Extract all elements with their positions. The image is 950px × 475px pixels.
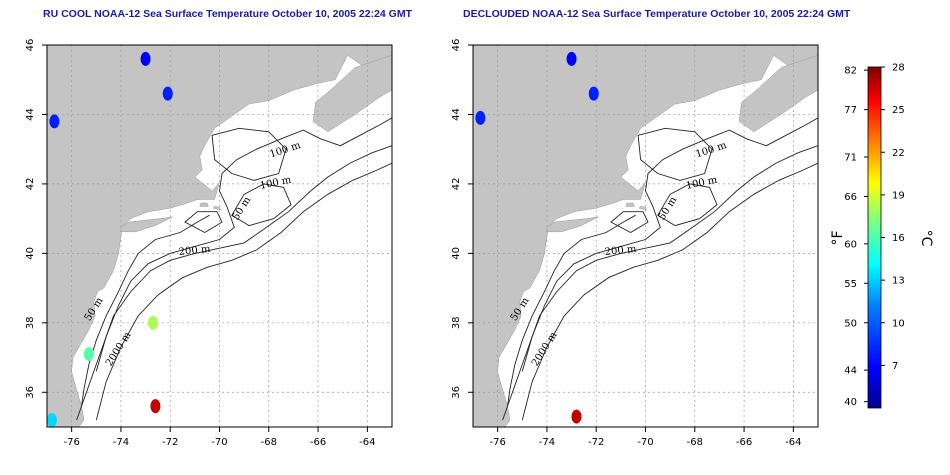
longitude-tick-label: -76 [489, 437, 505, 448]
celsius-unit-label: °C [918, 230, 934, 247]
contour-100m [95, 117, 392, 372]
fahrenheit-tick-label: 82 [844, 66, 857, 77]
nantucket-island [212, 205, 222, 211]
left-panel-title: RU COOL NOAA-12 Sea Surface Temperature … [43, 8, 412, 20]
right-panel-title: DECLOUDED NOAA-12 Sea Surface Temperatur… [463, 8, 851, 20]
nova-scotia-landmass [738, 54, 818, 133]
sst-pixel-patch [150, 399, 161, 414]
latitude-tick-label: 44 [451, 108, 462, 121]
longitude-tick-label: -64 [785, 437, 801, 448]
georges-bank-contour [231, 183, 292, 227]
sst-pixel-patch [140, 51, 151, 66]
contour-50m [507, 214, 636, 407]
fahrenheit-tick-label: 66 [844, 192, 857, 203]
nova-scotia-landmass [312, 54, 392, 133]
mainland-landmass [473, 45, 818, 427]
gulf-of-maine-contour [637, 127, 713, 181]
shelf-contour [184, 211, 223, 234]
latitude-tick-label: 36 [451, 386, 462, 399]
longitude-tick-label: -70 [211, 437, 227, 448]
longitude-tick-label: -66 [310, 437, 326, 448]
longitude-tick-label: -64 [359, 437, 375, 448]
fahrenheit-unit-label: °F [830, 230, 846, 245]
celsius-tick-label: 16 [892, 233, 905, 244]
sst-pixel-patch [47, 413, 57, 427]
shelf-contour [610, 211, 649, 234]
latitude-tick-label: 38 [25, 316, 36, 329]
latitude-tick-label: 40 [25, 247, 36, 260]
celsius-tick-label: 19 [892, 190, 905, 201]
georges-bank-contour [657, 183, 718, 227]
bathymetry-contours [76, 117, 392, 421]
land-layer [473, 45, 818, 427]
contour-depth-label: 200 m [178, 244, 211, 258]
fahrenheit-tick-label: 44 [844, 366, 857, 377]
long-island-landmass [120, 216, 173, 233]
longitude-tick-label: -70 [637, 437, 653, 448]
longitude-tick-label: -74 [539, 437, 555, 448]
nantucket-island [638, 205, 648, 211]
contour-2000m [95, 162, 392, 421]
latitude-tick-label: 44 [25, 108, 36, 121]
fahrenheit-tick-label: 77 [844, 105, 857, 116]
celsius-tick-label: 10 [892, 318, 905, 329]
fahrenheit-tick-label: 60 [844, 239, 857, 250]
celsius-tick-label: 28 [892, 63, 905, 74]
gulf-of-maine-contour [211, 127, 287, 181]
celsius-tick-label: 22 [892, 148, 905, 159]
sst-pixel-patch [571, 409, 582, 424]
marthas-vineyard-island [625, 202, 635, 207]
gridlines [47, 45, 392, 427]
right-map-panel [473, 45, 818, 427]
latitude-tick-label: 46 [451, 39, 462, 52]
latitude-tick-label: 42 [25, 178, 36, 191]
contour-100m [521, 117, 818, 372]
gridlines [473, 45, 818, 427]
sst-pixel-patch [147, 315, 158, 330]
fahrenheit-tick-label: 50 [844, 318, 857, 329]
contour-depth-label: 200 m [604, 244, 637, 258]
bathymetry-contours [502, 117, 818, 421]
latitude-tick-label: 42 [451, 178, 462, 191]
left-axis-ticks: -76 -74 -72 -70 -68 -66 -64 36 38 40 42 44 46 [25, 39, 376, 448]
fahrenheit-tick-label: 71 [844, 152, 857, 163]
longitude-tick-label: -72 [588, 437, 604, 448]
latitude-tick-label: 38 [451, 316, 462, 329]
land-layer [47, 45, 392, 427]
longitude-tick-label: -76 [63, 437, 79, 448]
long-island-landmass [546, 216, 599, 233]
colorbar-gradient [867, 66, 882, 409]
longitude-tick-label: -66 [736, 437, 752, 448]
colorbar-ticks: 7 10 13 16 19 22 25 28 40 44 50 55 60 66 71 77 82 [844, 63, 904, 409]
sst-patches [47, 51, 173, 427]
longitude-tick-label: -74 [113, 437, 129, 448]
celsius-tick-label: 7 [892, 361, 898, 372]
sst-pixel-patch [475, 110, 486, 125]
latitude-tick-label: 36 [25, 386, 36, 399]
longitude-tick-label: -68 [687, 437, 703, 448]
left-map-panel [47, 45, 392, 427]
mainland-landmass [47, 45, 392, 427]
fahrenheit-tick-label: 55 [844, 279, 857, 290]
celsius-tick-label: 13 [892, 276, 905, 287]
sst-pixel-patch [162, 86, 173, 101]
longitude-tick-label: -72 [162, 437, 178, 448]
longitude-tick-label: -68 [261, 437, 277, 448]
sst-pixel-patch [566, 51, 577, 66]
celsius-tick-label: 25 [892, 105, 905, 116]
latitude-tick-label: 46 [25, 39, 36, 52]
sst-pixel-patch [49, 114, 60, 129]
right-axis-ticks: -76 -74 -72 -70 -68 -66 -64 36 38 40 42 44 46 [451, 39, 802, 448]
contour-2000m [521, 162, 818, 421]
contour-50m [81, 214, 210, 407]
marthas-vineyard-island [199, 202, 209, 207]
sst-pixel-patch [588, 86, 599, 101]
fahrenheit-tick-label: 40 [844, 397, 857, 408]
sst-pixel-patch [83, 347, 94, 362]
latitude-tick-label: 40 [451, 247, 462, 260]
sst-patches [475, 51, 599, 424]
temperature-colorbar: 7 10 13 16 19 22 25 28 40 44 50 55 60 66 71 77 82 °F °C [830, 63, 934, 409]
